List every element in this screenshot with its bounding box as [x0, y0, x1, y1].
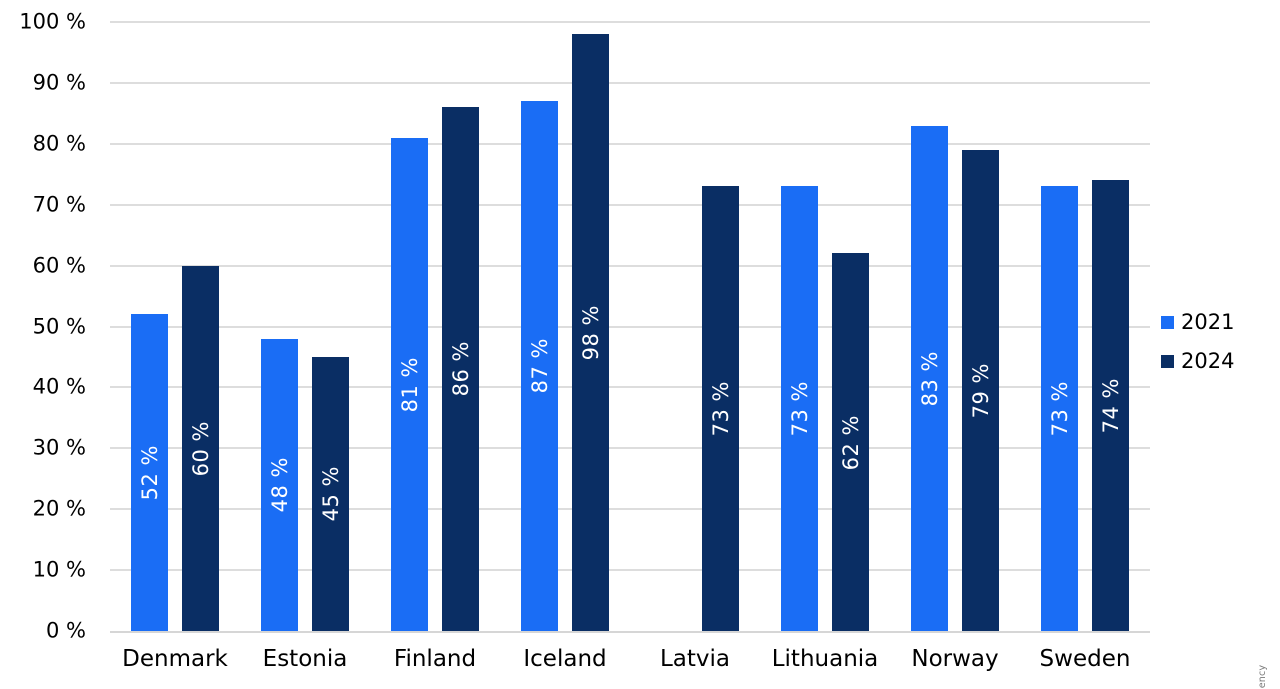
bar-value-label: 73 % [1047, 381, 1072, 437]
bar-2021-finland: 81 % [391, 137, 428, 631]
y-tick-label: 10 % [32, 557, 86, 582]
y-tick-label: 70 % [32, 192, 86, 217]
gridline [110, 203, 1150, 206]
bar-value-label: 48 % [267, 457, 292, 513]
bar-value-label: 52 % [137, 444, 162, 501]
bar-2021-sweden: 73 % [1041, 186, 1078, 631]
bar-group-norway: 83 % 79 % [890, 22, 1020, 631]
y-tick-label: 80 % [32, 131, 86, 156]
bar-2024-estonia: 45 % [312, 356, 349, 631]
y-tick-label: 100 % [19, 9, 86, 34]
bar-value-label: 45 % [318, 466, 343, 522]
gridline [110, 21, 1150, 23]
bar-value-label: 73 % [787, 381, 812, 437]
bar-value-label: 79 % [968, 362, 993, 419]
gridline [110, 447, 1150, 450]
bar-value-label: 73 % [708, 381, 733, 437]
y-tick-label: 40 % [32, 374, 86, 399]
bar-2021-estonia: 48 % [261, 338, 298, 631]
x-category-label-estonia: Estonia [262, 646, 348, 672]
x-category-label-sweden: Sweden [1039, 646, 1131, 672]
bar-2024-finland: 86 % [442, 107, 479, 631]
bar-group-lithuania: 73 % 62 % [760, 22, 890, 631]
legend-label: 2024 [1181, 349, 1235, 374]
gridline [110, 508, 1150, 511]
bar-2024-norway: 79 % [962, 149, 999, 631]
traficom-logo: TRAFICOM Finnish Transport and Communica… [1218, 665, 1272, 689]
bar-2021-norway: 83 % [911, 125, 948, 631]
bar-value-label: 83 % [917, 350, 942, 406]
logo-tagline: Finnish Transport and Communications Age… [1257, 665, 1268, 689]
y-axis: 0 % 10 % 20 % 30 % 40 % 50 % 60 % 70 % 80 % 90 % 1… [0, 11, 86, 641]
bar-group-estonia: 48 % 45 % [240, 22, 370, 631]
bar-2024-denmark: 60 % [182, 265, 219, 631]
y-tick-label: 30 % [32, 435, 86, 460]
plot-area: 52 % 60 % 48 % 45 % 81 % 86 % 87 % 98 % 73 % 73 %… [110, 21, 1150, 633]
y-tick-label: 50 % [32, 314, 86, 338]
legend-label: 2021 [1181, 310, 1235, 334]
bar-2021-denmark: 52 % [131, 314, 168, 631]
bar-group-iceland: 87 % 98 % [500, 22, 630, 631]
bar-2021-iceland: 87 % [521, 101, 558, 631]
bar-groups: 52 % 60 % 48 % 45 % 81 % 86 % 87 % 98 % 73 % 73 %… [110, 22, 1150, 631]
bar-group-sweden: 73 % 74 % [1020, 22, 1150, 631]
bar-value-label: 87 % [527, 338, 552, 394]
legend-item-2024: 2024 [1161, 349, 1235, 374]
bar-2024-latvia: 73 % [702, 186, 739, 631]
gridline [110, 264, 1150, 267]
x-category-label-latvia: Latvia [659, 646, 731, 672]
gridline [110, 325, 1150, 328]
bar-value-label: 81 % [397, 356, 422, 413]
bar-2021-lithuania: 73 % [781, 186, 818, 631]
legend: 2021 2024 [1161, 310, 1235, 374]
gridline [110, 142, 1150, 145]
x-category-label-norway: Norway [911, 646, 999, 672]
bar-value-label: 98 % [578, 304, 603, 361]
logo-wordmark: TRAFICOM [1218, 681, 1254, 689]
bar-2024-lithuania: 62 % [832, 253, 869, 631]
bar-2024-iceland: 98 % [572, 34, 609, 631]
x-category-label-lithuania: Lithuania [771, 646, 879, 672]
bar-group-denmark: 52 % 60 % [110, 22, 240, 631]
x-category-label-iceland: Iceland [523, 646, 607, 672]
x-axis: Denmark Estonia Finland Iceland Latvia Lithua… [110, 646, 1150, 672]
bar-value-label: 60 % [188, 420, 213, 476]
gridline [110, 81, 1150, 84]
y-tick-label: 20 % [32, 496, 86, 521]
bar-value-label: 74 % [1098, 377, 1123, 434]
y-tick-label: 0 % [46, 618, 86, 643]
bar-value-label: 62 % [838, 414, 863, 470]
legend-swatch [1161, 316, 1174, 330]
y-tick-label: 90 % [32, 70, 86, 95]
gridline [110, 569, 1150, 572]
x-category-label-denmark: Denmark [122, 646, 228, 672]
gridline [110, 386, 1150, 389]
x-category-label-finland: Finland [393, 646, 477, 672]
bar-group-latvia: 73 % [630, 22, 760, 631]
y-tick-label: 60 % [32, 253, 86, 278]
bar-value-label: 86 % [448, 341, 473, 397]
bar-group-finland: 81 % 86 % [370, 22, 500, 631]
legend-swatch [1161, 355, 1174, 369]
bar-2024-sweden: 74 % [1092, 180, 1129, 631]
legend-item-2021: 2021 [1161, 310, 1235, 334]
